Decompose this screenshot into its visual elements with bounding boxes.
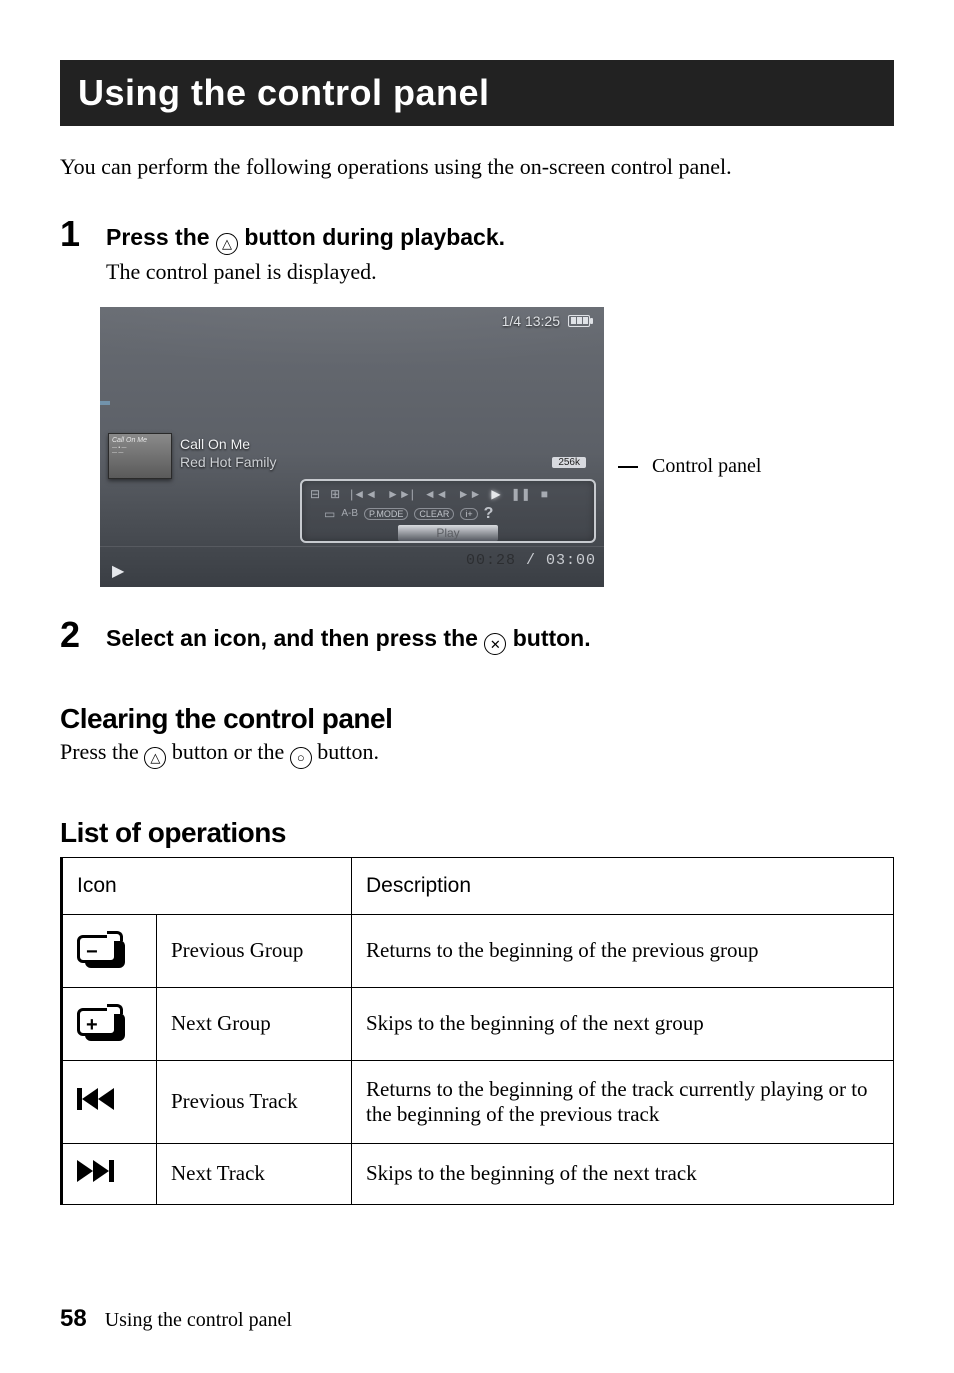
table-header-row: Icon Description	[62, 857, 894, 914]
next-track-icon	[77, 1160, 114, 1182]
op-desc: Skips to the beginning of the next group	[352, 987, 894, 1060]
ss-track-title: Call On Me	[180, 435, 276, 453]
ss-play-label: Play	[398, 525, 498, 541]
table-row: Next Track Skips to the beginning of the…	[62, 1143, 894, 1204]
step-2: 2 Select an icon, and then press the ✕ b…	[60, 617, 894, 656]
next-group-icon: ⊞	[330, 487, 340, 501]
operations-table: Icon Description − Previous Group Return…	[60, 857, 894, 1205]
pmode-label: P.MODE	[364, 508, 408, 520]
step-number: 1	[60, 216, 90, 285]
stop-icon: ■	[541, 487, 548, 501]
ss-counter: 1/4 13:25	[502, 313, 560, 329]
clearing-heading: Clearing the control panel	[60, 703, 894, 735]
repeat-icon: ▭	[324, 507, 335, 521]
pause-icon: ❚❚	[511, 487, 531, 501]
step2-text-before: Select an icon, and then press the	[106, 625, 484, 651]
step1-text-before: Press the	[106, 224, 216, 250]
footer-caption: Using the control panel	[105, 1309, 292, 1332]
clear-label: CLEAR	[414, 508, 454, 520]
rewind-icon: ◄◄	[424, 487, 448, 501]
op-name: Previous Track	[157, 1060, 352, 1143]
play-icon: ▶	[491, 487, 500, 501]
intro-text: You can perform the following operations…	[60, 154, 894, 180]
info-label: i+	[460, 508, 477, 520]
page-footer: 58 Using the control panel	[60, 1305, 894, 1333]
step-1: 1 Press the △ button during playback. Th…	[60, 216, 894, 285]
control-panel-screenshot: 1/4 13:25 Call On Me — • —— — Call On Me…	[100, 307, 604, 587]
callout-label: Control panel	[652, 455, 761, 478]
page-title: Using the control panel	[60, 60, 894, 126]
list-heading: List of operations	[60, 817, 894, 849]
op-name: Previous Group	[157, 914, 352, 987]
prev-track-icon: |◄◄	[350, 487, 377, 501]
page-number: 58	[60, 1305, 87, 1333]
album-art: Call On Me — • —— —	[108, 433, 172, 479]
op-desc: Returns to the beginning of the previous…	[352, 914, 894, 987]
op-name: Next Track	[157, 1143, 352, 1204]
fastfwd-icon: ►►	[458, 487, 482, 501]
table-row: + Next Group Skips to the beginning of t…	[62, 987, 894, 1060]
table-row: Previous Track Returns to the beginning …	[62, 1060, 894, 1143]
battery-icon	[568, 315, 590, 327]
previous-group-icon: −	[77, 931, 123, 965]
ab-label: A-B	[341, 508, 358, 519]
table-row: − Previous Group Returns to the beginnin…	[62, 914, 894, 987]
circle-button-icon: ○	[290, 747, 312, 769]
icon-header: Icon	[62, 857, 352, 914]
clearing-text: Press the △ button or the ○ button.	[60, 739, 894, 769]
previous-track-icon	[77, 1088, 114, 1110]
ss-bitrate: 256k	[552, 457, 586, 468]
ss-control-panel: ⊟ ⊞ |◄◄ ►►| ◄◄ ►► ▶ ❚❚ ■ ▭ A-B P.MODE CL…	[300, 479, 596, 543]
desc-header: Description	[352, 857, 894, 914]
now-playing-icon: ▶	[112, 561, 124, 581]
op-name: Next Group	[157, 987, 352, 1060]
step1-text-after: button during playback.	[244, 224, 505, 250]
prev-group-icon: ⊟	[310, 487, 320, 501]
triangle-button-icon: △	[216, 233, 238, 255]
next-group-icon: +	[77, 1004, 123, 1038]
triangle-button-icon: △	[144, 747, 166, 769]
callout-line	[618, 466, 638, 468]
help-icon: ?	[484, 505, 494, 523]
next-track-icon: ►►|	[387, 487, 414, 501]
step2-text-after: button.	[513, 625, 591, 651]
x-button-icon: ✕	[484, 633, 506, 655]
op-desc: Skips to the beginning of the next track	[352, 1143, 894, 1204]
ss-time: 00:28 / 03:00	[466, 552, 596, 569]
op-desc: Returns to the beginning of the track cu…	[352, 1060, 894, 1143]
step1-subtext: The control panel is displayed.	[106, 259, 894, 285]
ss-artist: Red Hot Family	[180, 453, 276, 471]
step-number: 2	[60, 617, 90, 656]
